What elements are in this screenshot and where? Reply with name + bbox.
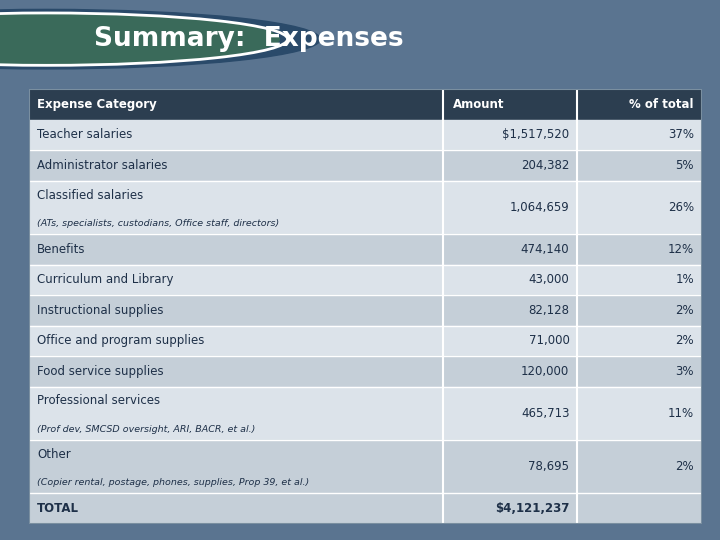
Text: 1%: 1% [675,273,694,286]
Text: 2%: 2% [675,460,694,473]
Text: $1,517,520: $1,517,520 [503,129,570,141]
Text: 474,140: 474,140 [521,243,570,256]
Circle shape [0,14,279,64]
Text: Summary:  Expenses: Summary: Expenses [94,26,403,52]
Text: (Prof dev, SMCSD oversight, ARI, BACR, et al.): (Prof dev, SMCSD oversight, ARI, BACR, e… [37,425,256,434]
Bar [29,295,702,326]
Text: 43,000: 43,000 [528,273,570,286]
Text: 2%: 2% [675,334,694,347]
Text: Professional services: Professional services [37,394,160,408]
Text: Benefits: Benefits [37,243,86,256]
Text: (ATs, specialists, custodians, Office staff, directors): (ATs, specialists, custodians, Office st… [37,219,279,228]
Text: 82,128: 82,128 [528,304,570,317]
Text: 71,000: 71,000 [528,334,570,347]
Text: TOTAL: TOTAL [37,502,79,515]
Text: % of total: % of total [629,98,694,111]
Bar [29,265,702,295]
Text: 3%: 3% [675,365,694,378]
Text: Curriculum and Library: Curriculum and Library [37,273,174,286]
Text: Teacher salaries: Teacher salaries [37,129,132,141]
Text: (Copier rental, postage, phones, supplies, Prop 39, et al.): (Copier rental, postage, phones, supplie… [37,478,309,487]
Text: Expense Category: Expense Category [37,98,157,111]
Circle shape [0,9,320,69]
Text: Other: Other [37,448,71,461]
Text: Amount: Amount [453,98,505,111]
Text: 5%: 5% [675,159,694,172]
Bar [29,440,702,494]
Text: 120,000: 120,000 [521,365,570,378]
Bar [29,387,702,440]
Bar [29,180,702,234]
Text: Food service supplies: Food service supplies [37,365,163,378]
Bar [29,150,702,180]
Bar [29,356,702,387]
Text: $4,121,237: $4,121,237 [495,502,570,515]
Bar [29,326,702,356]
Text: Classified salaries: Classified salaries [37,188,143,201]
Bar [29,89,702,119]
Text: 11%: 11% [667,407,694,420]
Text: Office and program supplies: Office and program supplies [37,334,204,347]
Text: 37%: 37% [668,129,694,141]
Text: 1,064,659: 1,064,659 [510,201,570,214]
Text: Instructional supplies: Instructional supplies [37,304,163,317]
Text: 12%: 12% [667,243,694,256]
Text: 465,713: 465,713 [521,407,570,420]
Bar [29,234,702,265]
Bar [29,119,702,150]
Text: 26%: 26% [667,201,694,214]
Text: 2%: 2% [675,304,694,317]
Text: 78,695: 78,695 [528,460,570,473]
Bar [29,494,702,524]
Text: Administrator salaries: Administrator salaries [37,159,167,172]
Text: 204,382: 204,382 [521,159,570,172]
